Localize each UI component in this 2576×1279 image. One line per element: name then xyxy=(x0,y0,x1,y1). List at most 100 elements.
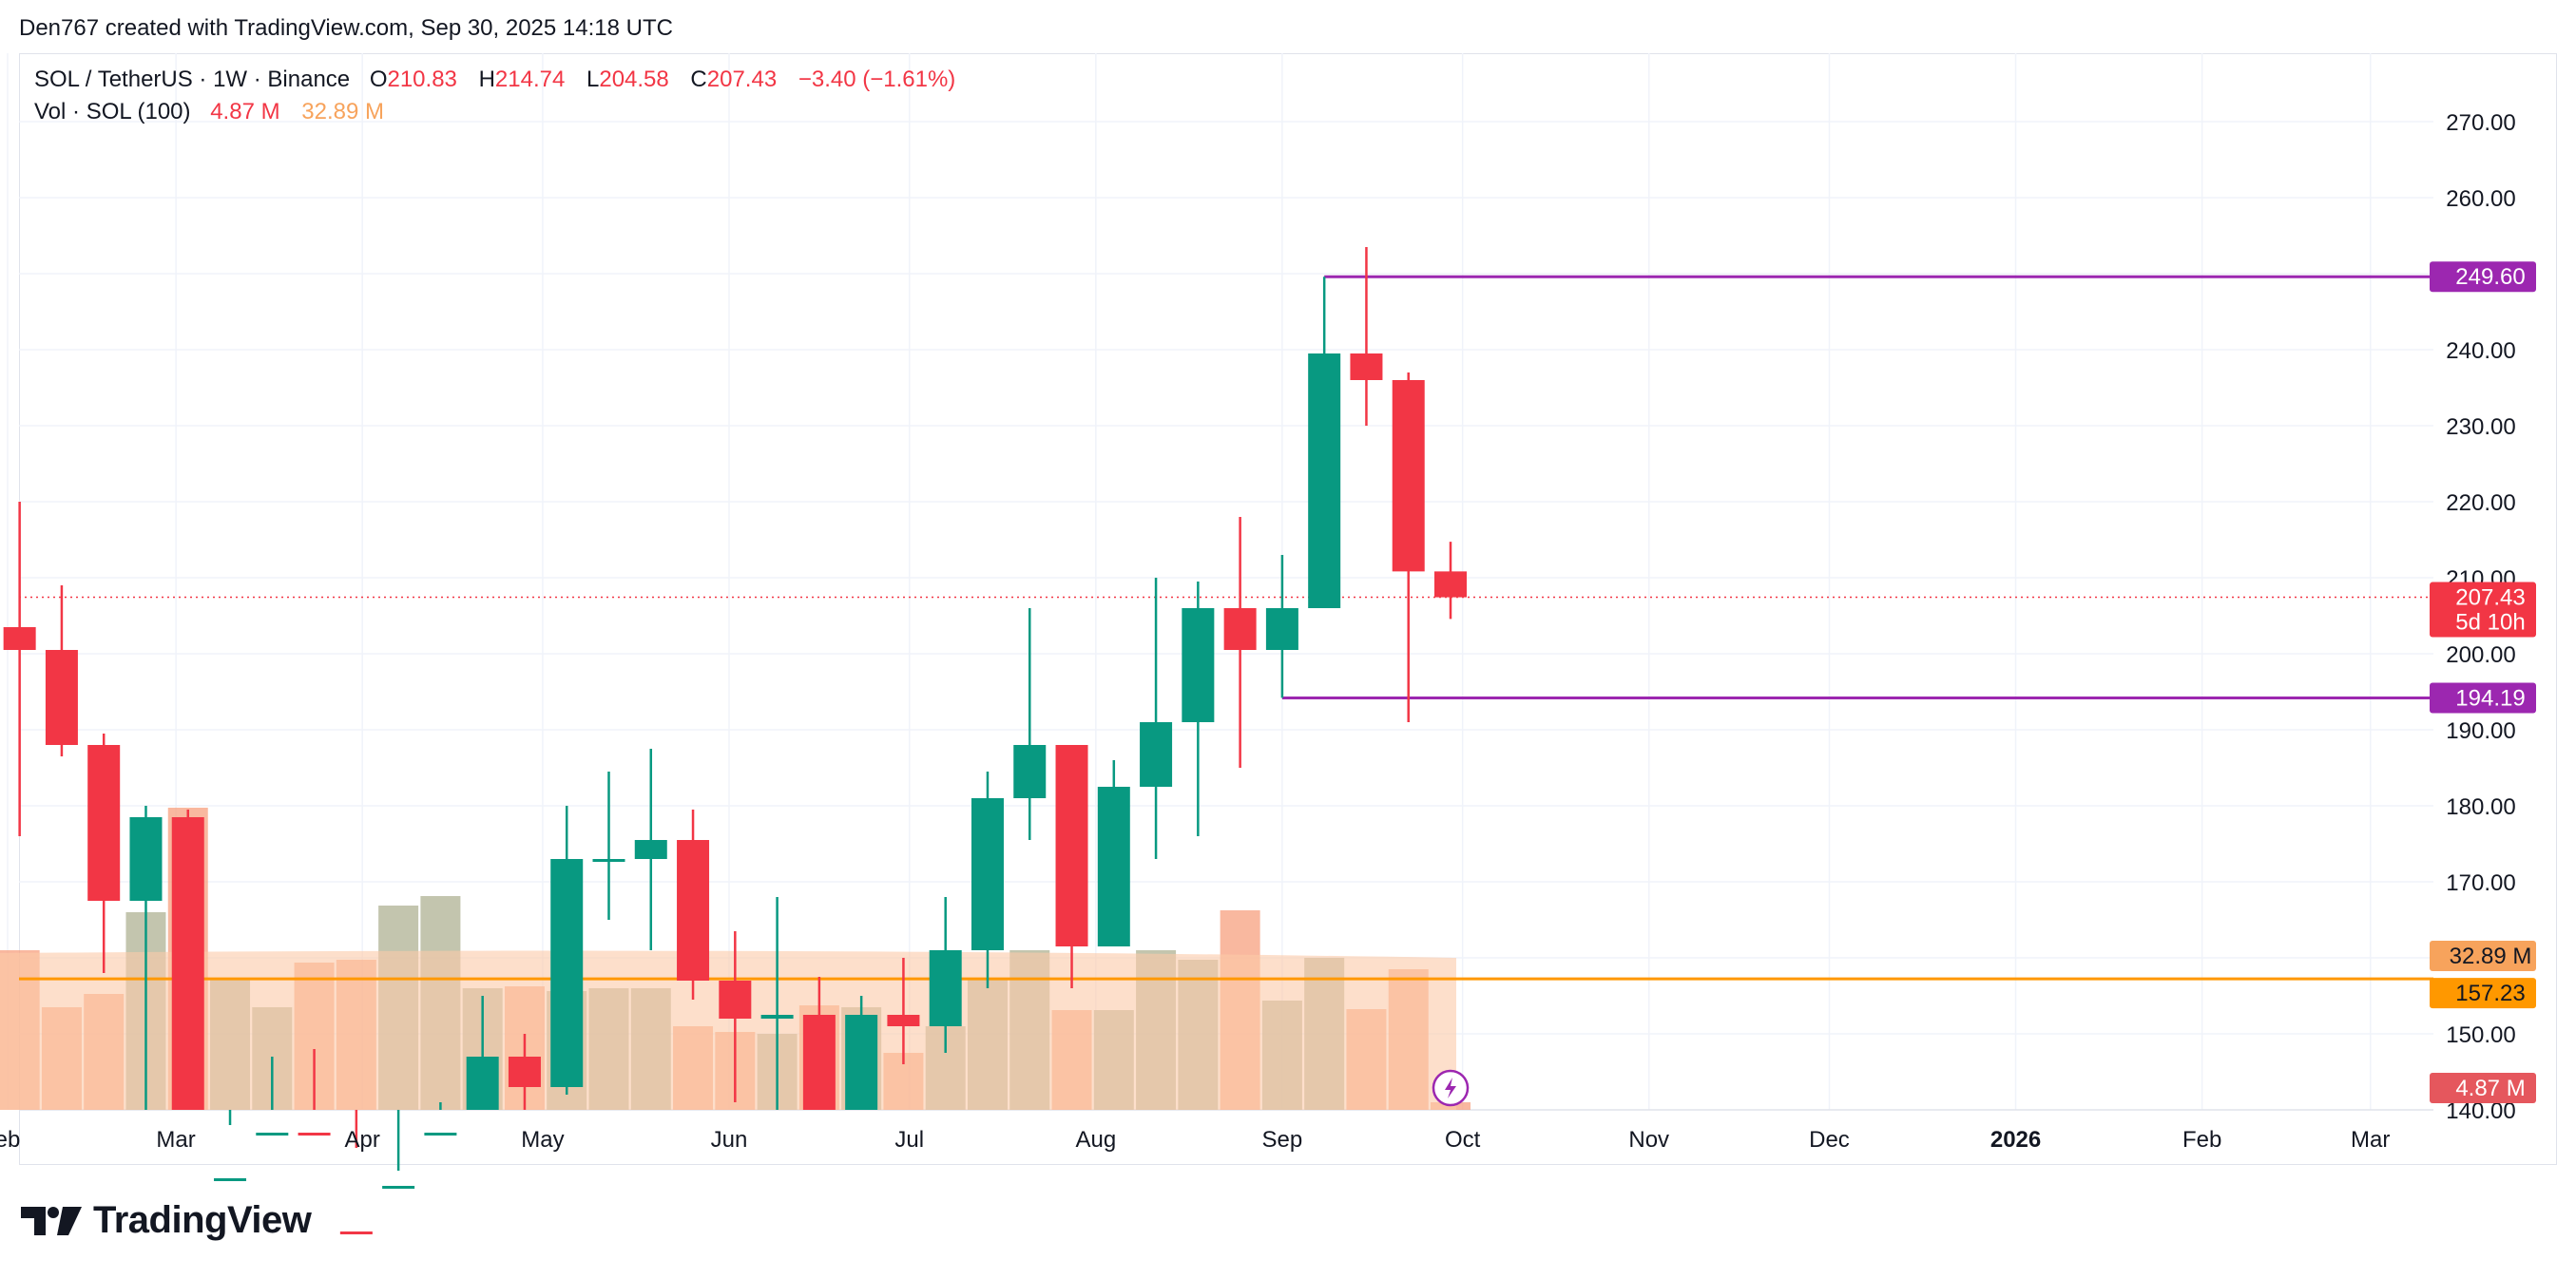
candle-body xyxy=(129,817,163,901)
volume-tag-text: 4.87 M xyxy=(2455,1076,2525,1101)
candle-body xyxy=(634,840,667,859)
candle-body xyxy=(760,1015,794,1019)
y-tick-label: 200.00 xyxy=(2446,642,2515,668)
x-tick-label: Mar xyxy=(156,1127,195,1153)
candle-body xyxy=(802,1015,836,1110)
candle-body xyxy=(508,1057,541,1087)
volume-tag xyxy=(2430,1073,2536,1103)
candle-body xyxy=(845,1015,878,1110)
orange-level-tag xyxy=(2430,978,2536,1009)
candle-body xyxy=(424,1133,457,1136)
x-tick-label: Feb xyxy=(2182,1127,2221,1153)
grid-lines xyxy=(7,53,2433,1111)
candle-body xyxy=(550,859,584,1087)
horizontal-levels xyxy=(19,275,2433,981)
open-value: 210.83 xyxy=(387,67,457,92)
x-tick-label: Dec xyxy=(1809,1127,1850,1153)
candle-body xyxy=(339,1231,373,1234)
candle-body xyxy=(929,950,962,1026)
resistance-price-tag-text: 249.60 xyxy=(2455,264,2525,290)
tradingview-logo-text: TradingView xyxy=(93,1199,312,1241)
volume-ma-tag xyxy=(2430,941,2536,971)
candle-body xyxy=(1308,353,1341,608)
candle-body xyxy=(719,981,752,1019)
x-tick-label: Apr xyxy=(344,1127,379,1153)
candle-body xyxy=(677,840,710,981)
time-axis: eb Mar Apr May Jun Jul Aug Sep Oct Nov Dec 2026 Feb M… xyxy=(0,1127,2390,1153)
candle-body xyxy=(1350,353,1383,380)
x-tick-label: Mar xyxy=(2351,1127,2390,1153)
candles xyxy=(3,247,1467,1234)
y-tick-label: 180.00 xyxy=(2446,794,2515,820)
x-tick-label: Nov xyxy=(1628,1127,1669,1153)
x-tick-label: Sep xyxy=(1262,1127,1303,1153)
x-tick-label: 2026 xyxy=(1990,1127,2041,1153)
open-label: O xyxy=(369,67,388,92)
candle-body xyxy=(3,627,36,650)
change-value: −3.40 (−1.61%) xyxy=(798,67,956,92)
y-tick-label: 170.00 xyxy=(2446,870,2515,896)
y-tick-label: 220.00 xyxy=(2446,490,2515,516)
volume-ma-area xyxy=(0,950,1456,1110)
candle-body xyxy=(1013,745,1047,798)
low-value: 204.58 xyxy=(599,67,669,92)
x-tick-label: Jun xyxy=(711,1127,748,1153)
volume-ma-fill xyxy=(0,950,1456,1110)
close-value: 207.43 xyxy=(706,67,778,92)
lightning-glyph xyxy=(1445,1078,1456,1098)
low-label: L xyxy=(586,67,600,92)
candle-body xyxy=(214,1178,247,1181)
legend-ohlc: SOL / TetherUS · 1W · Binance O210.83 H2… xyxy=(34,67,971,93)
x-tick-label: May xyxy=(521,1127,564,1153)
orange-level-tag-text: 157.23 xyxy=(2455,981,2525,1006)
y-tick-label: 150.00 xyxy=(2446,1022,2515,1048)
candle-body xyxy=(592,859,625,862)
candle-body xyxy=(298,1133,331,1136)
y-tick-label: 230.00 xyxy=(2446,414,2515,440)
support-price-tag xyxy=(2430,682,2536,714)
candle-body xyxy=(971,798,1004,950)
volume-title[interactable]: Vol · SOL (100) xyxy=(34,99,191,124)
last-price-tag-text: 207.43 xyxy=(2455,585,2525,611)
x-tick-label: Aug xyxy=(1075,1127,1116,1153)
candle-body xyxy=(45,650,78,745)
tradingview-logo-icon xyxy=(21,1206,82,1235)
candle-body xyxy=(887,1015,920,1026)
candle-body xyxy=(466,1057,499,1110)
y-tick-label: 190.00 xyxy=(2446,718,2515,744)
candle-body xyxy=(1140,722,1173,787)
candle-body xyxy=(1055,745,1088,946)
candle-body xyxy=(1182,608,1215,722)
high-value: 214.74 xyxy=(494,67,566,92)
last-price-tag xyxy=(2430,582,2536,638)
symbol-title[interactable]: SOL / TetherUS · 1W · Binance xyxy=(34,67,351,92)
tradingview-logo[interactable]: TradingView xyxy=(21,1199,312,1242)
candle-body xyxy=(256,1133,289,1136)
y-tick-label: 270.00 xyxy=(2446,110,2515,136)
candle-body xyxy=(1097,787,1130,946)
candle-body xyxy=(1265,608,1298,650)
candle-body xyxy=(1434,571,1467,598)
candle-body xyxy=(382,1186,415,1189)
volume-ma-value: 32.89 M xyxy=(301,99,384,124)
x-tick-label: Jul xyxy=(894,1127,924,1153)
y-tick-label: 260.00 xyxy=(2446,186,2515,212)
y-tick-label: 240.00 xyxy=(2446,338,2515,364)
candle-body xyxy=(1223,608,1257,650)
support-price-tag-text: 194.19 xyxy=(2455,685,2525,711)
volume-ma-tag-text: 32.89 M xyxy=(2450,944,2532,969)
attribution-text: Den767 created with TradingView.com, Sep… xyxy=(19,15,673,41)
candle-body xyxy=(171,817,204,1110)
last-price-tag-text: 5d 10h xyxy=(2455,610,2525,636)
resistance-price-tag xyxy=(2430,261,2536,293)
x-tick-label: Oct xyxy=(1445,1127,1481,1153)
high-label: H xyxy=(478,67,495,92)
legend-volume: Vol · SOL (100) 4.87 M 32.89 M xyxy=(34,99,384,125)
close-label: C xyxy=(690,67,707,92)
x-tick-label: eb xyxy=(0,1127,20,1153)
candle-body xyxy=(1392,380,1425,572)
candle-body xyxy=(87,745,121,901)
